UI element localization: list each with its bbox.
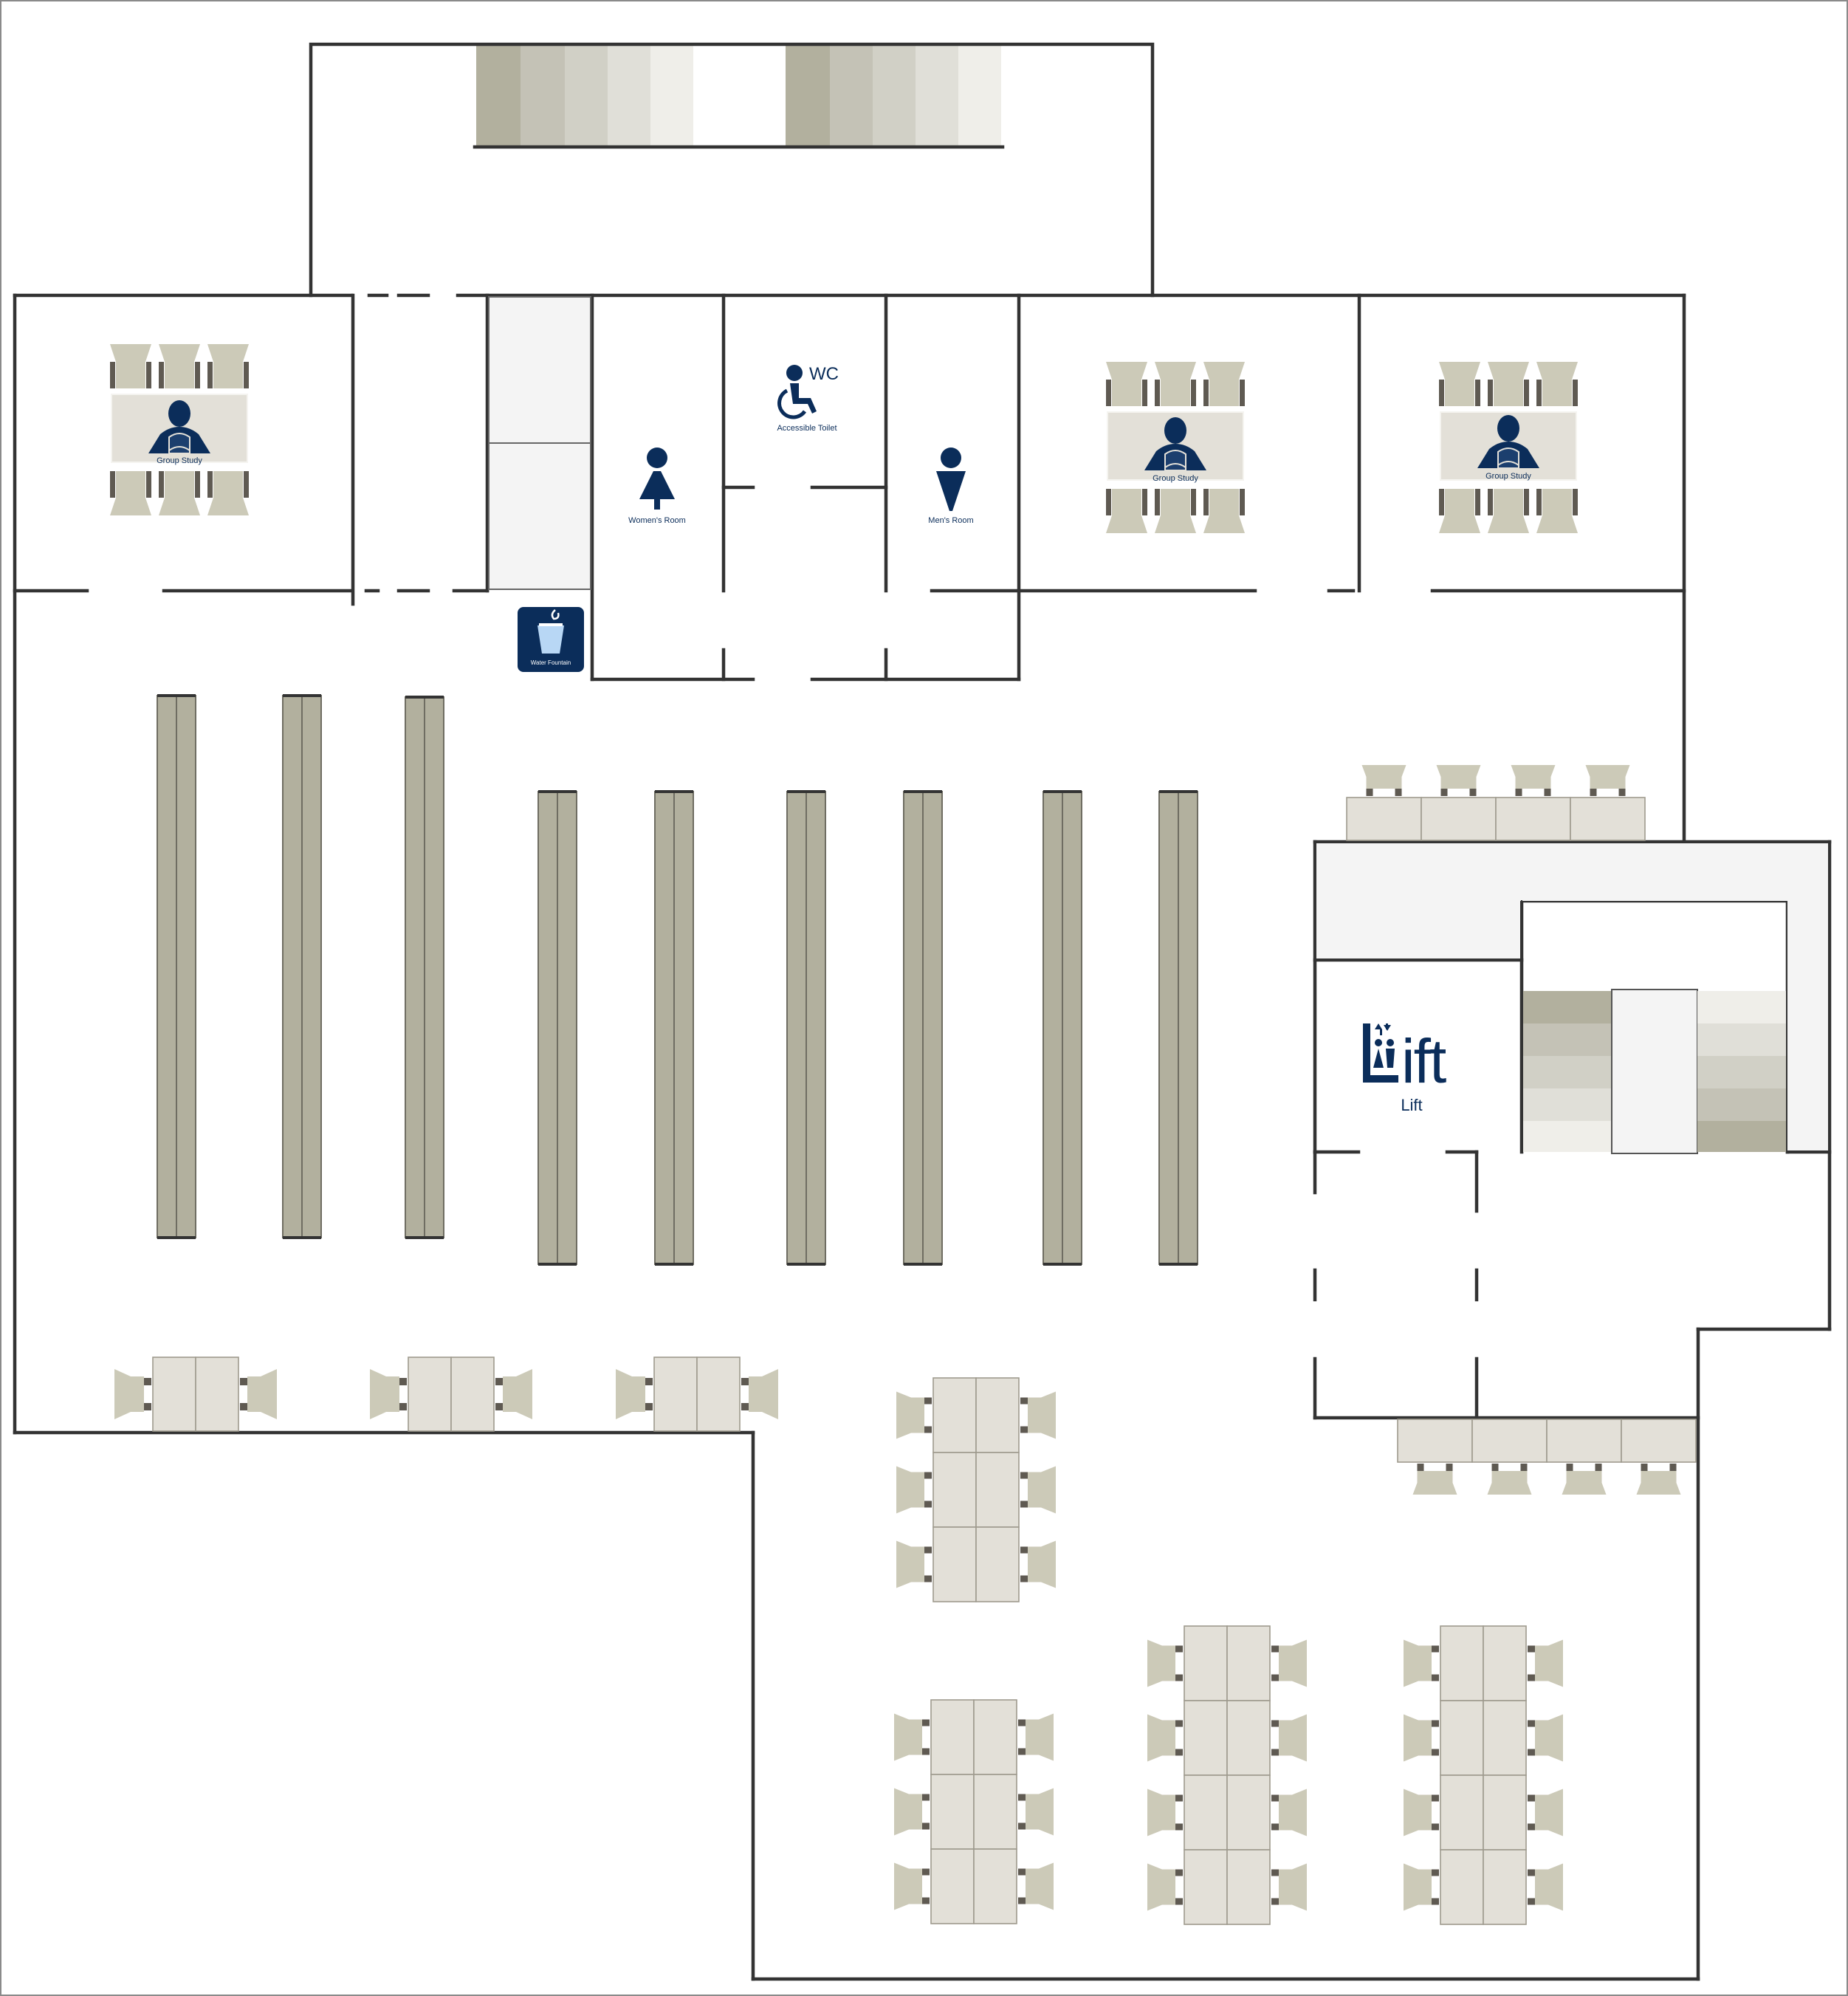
bookshelf — [1042, 790, 1082, 1266]
group-study-label-1: Group Study — [157, 456, 202, 465]
stair-landing — [1316, 843, 1828, 1150]
group-study-furniture — [110, 344, 1578, 533]
study-tables — [114, 765, 1697, 1925]
water-fountain-icon — [518, 607, 584, 672]
bookshelves — [157, 694, 1198, 1266]
top-staircase — [476, 46, 1001, 146]
womens-room-label: Women's Room — [628, 516, 686, 525]
men-icon — [936, 447, 966, 511]
mens-room-label: Men's Room — [928, 516, 973, 525]
storage-cupboards — [488, 296, 591, 590]
bookshelf — [654, 790, 694, 1266]
study-table — [894, 1699, 1054, 1924]
study-table — [1346, 765, 1646, 841]
bookshelf — [157, 694, 196, 1239]
wc-label: WC — [809, 364, 839, 384]
right-staircase — [1523, 989, 1786, 1154]
study-table — [616, 1357, 778, 1432]
bookshelf — [903, 790, 943, 1266]
study-table — [1404, 1625, 1563, 1925]
study-table — [1147, 1625, 1307, 1925]
bookshelf — [537, 790, 577, 1266]
lift-label: Lift — [1401, 1096, 1422, 1114]
bookshelf — [282, 694, 322, 1239]
accessible-toilet-label: Accessible Toilet — [777, 424, 837, 433]
wheelchair-icon — [777, 365, 817, 419]
bookshelf — [786, 790, 826, 1266]
study-table — [370, 1357, 532, 1432]
bookshelf — [405, 696, 444, 1239]
group-study-label-2: Group Study — [1153, 474, 1198, 483]
group-study-label-3: Group Study — [1485, 472, 1531, 481]
water-fountain-label: Water Fountain — [531, 659, 571, 666]
bookshelf — [1158, 790, 1198, 1266]
study-table — [114, 1357, 277, 1432]
study-table — [1397, 1419, 1697, 1495]
lift-icon — [1363, 1023, 1398, 1083]
study-table — [896, 1377, 1056, 1602]
lift-sign-text: ift — [1401, 1026, 1446, 1096]
women-icon — [639, 447, 675, 510]
